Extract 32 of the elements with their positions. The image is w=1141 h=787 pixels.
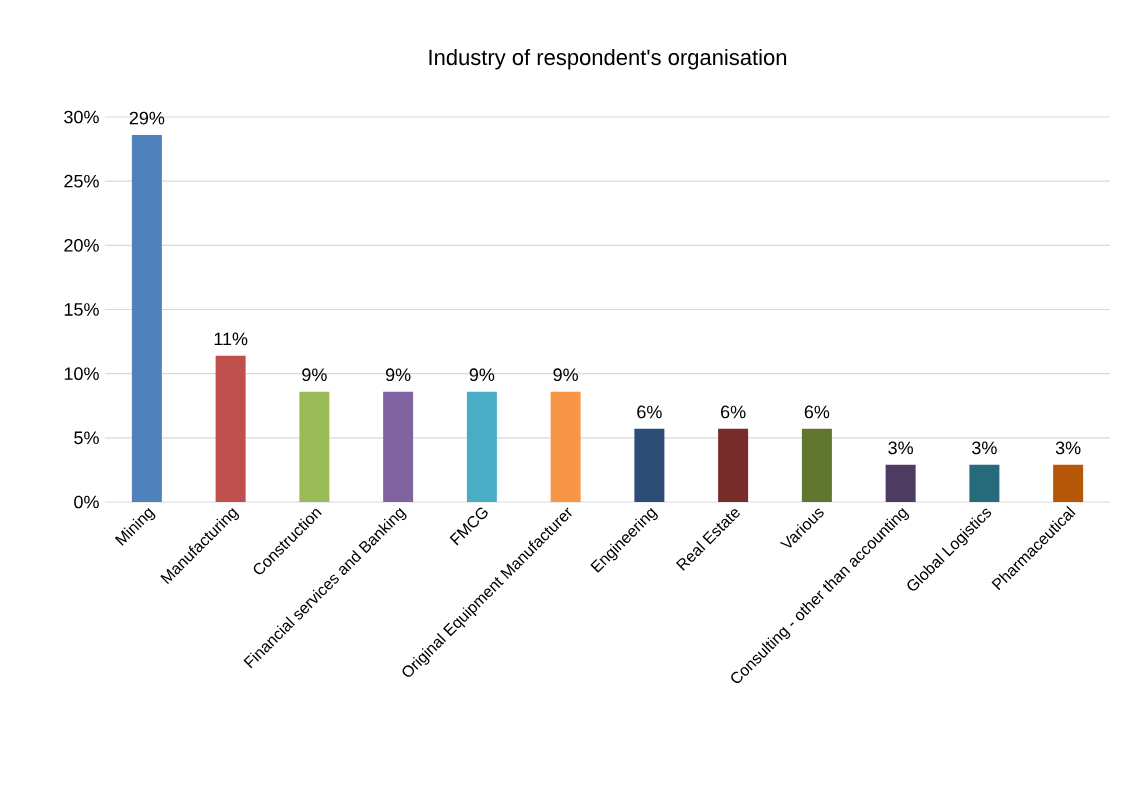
bar [634, 428, 665, 502]
data-label: 11% [214, 332, 248, 346]
y-tick-label: 0% [74, 495, 99, 509]
data-label: 9% [302, 368, 327, 382]
bar [383, 391, 414, 502]
data-label: 3% [972, 441, 997, 455]
bar [1053, 464, 1084, 502]
bar [299, 391, 330, 502]
data-label: 3% [888, 441, 913, 455]
y-tick-label: 30% [64, 110, 99, 124]
bar [550, 391, 581, 502]
data-label: 6% [637, 405, 662, 419]
data-label: 9% [553, 368, 578, 382]
y-tick-label: 5% [74, 431, 99, 445]
data-label: 3% [1055, 441, 1081, 455]
chart-title: Industry of respondent's organisation [429, 49, 787, 70]
bar [801, 428, 832, 502]
data-label: 9% [469, 368, 495, 382]
y-tick-label: 15% [64, 303, 99, 316]
data-label: 29% [129, 111, 165, 125]
bar [885, 464, 916, 502]
y-tick-label: 25% [64, 174, 99, 188]
bar [131, 134, 162, 502]
bar [718, 428, 749, 502]
bar [969, 464, 1000, 502]
bar [215, 355, 246, 502]
data-label: 6% [721, 405, 746, 419]
data-label: 9% [385, 368, 411, 382]
y-tick-label: 10% [64, 367, 99, 381]
y-tick-label: 20% [64, 238, 99, 252]
data-label: 6% [804, 405, 830, 419]
bar [466, 391, 497, 502]
